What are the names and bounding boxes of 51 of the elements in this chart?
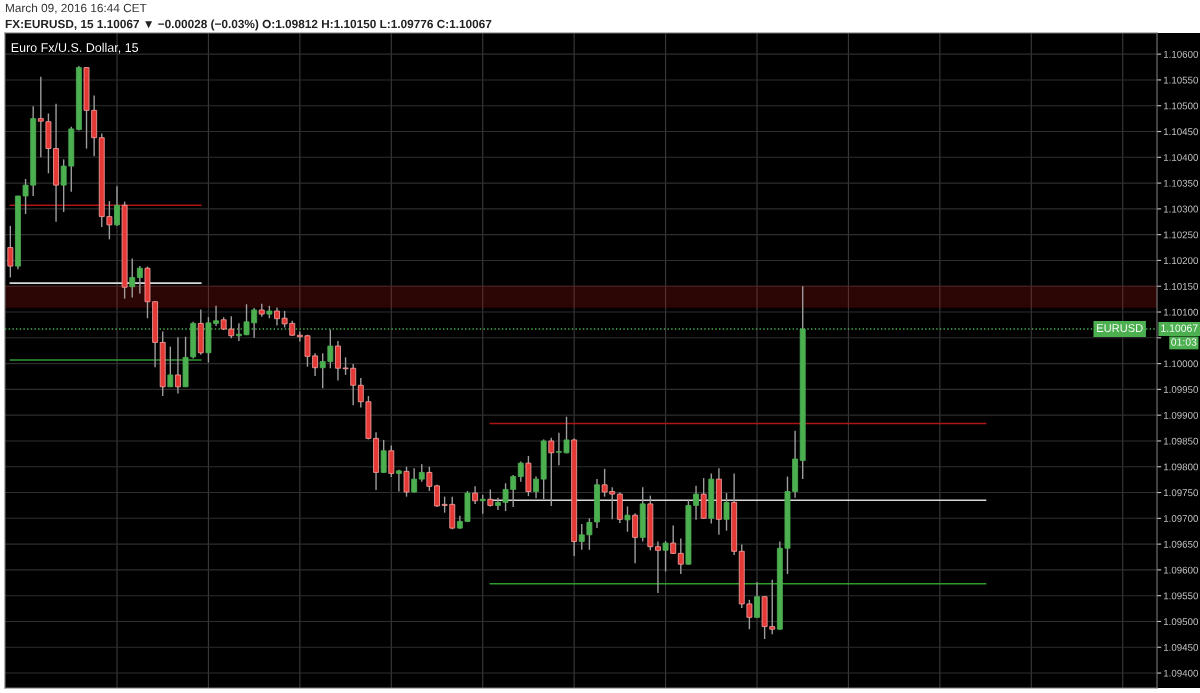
y-tick-label: 1.09450 bbox=[1163, 643, 1199, 651]
y-tick-label: 1.10200 bbox=[1163, 257, 1199, 265]
candlestick bbox=[411, 467, 418, 494]
candlestick bbox=[624, 505, 631, 533]
candlestick bbox=[175, 336, 181, 395]
text: Euro Fx/U.S. Dollar, 15 bbox=[11, 42, 139, 54]
y-tick-label: 1.10350 bbox=[1163, 179, 1199, 187]
candlestick bbox=[114, 185, 120, 227]
y-tick-label: 1.09850 bbox=[1163, 437, 1199, 445]
y-tick-label: 1.09900 bbox=[1163, 411, 1199, 419]
candlestick bbox=[129, 257, 136, 299]
candlestick bbox=[548, 437, 555, 507]
annotation: 1.10067 bbox=[1161, 324, 1198, 332]
y-tick-label: 1.09800 bbox=[1163, 463, 1199, 471]
candlestick bbox=[388, 444, 395, 478]
text: 01:03 bbox=[1171, 338, 1197, 346]
ref-line-label: EURUSD bbox=[1097, 324, 1143, 333]
y-tick-label: 1.09950 bbox=[1163, 386, 1199, 393]
y-tick-label: 1.09700 bbox=[1163, 515, 1199, 522]
y-tick-label: 1.10600 bbox=[1163, 50, 1199, 58]
candlestick bbox=[723, 492, 730, 532]
y-tick-label: 1.10450 bbox=[1163, 128, 1199, 136]
y-tick-label: 1.09600 bbox=[1163, 566, 1199, 574]
y-tick-label: 1.09550 bbox=[1163, 592, 1199, 600]
candlestick bbox=[380, 439, 387, 474]
candlestick bbox=[754, 581, 760, 619]
candlestick bbox=[632, 512, 639, 564]
candlestick bbox=[662, 540, 669, 573]
candlestick bbox=[670, 524, 677, 555]
y-tick-label: 1.10400 bbox=[1163, 154, 1199, 161]
y-tick-label: 1.09500 bbox=[1163, 618, 1199, 626]
candlestick bbox=[7, 225, 14, 279]
text: March 09, 2016 16:44 CET bbox=[5, 3, 147, 14]
y-tick-label: 1.10000 bbox=[1163, 360, 1199, 368]
y-tick-label: 1.10150 bbox=[1163, 282, 1199, 290]
y-tick-label: 1.10250 bbox=[1163, 231, 1199, 239]
candlestick bbox=[136, 265, 143, 295]
y-tick-label: 1.09750 bbox=[1163, 489, 1199, 497]
candlestick bbox=[533, 475, 539, 499]
candlestick bbox=[403, 466, 410, 498]
candlestick bbox=[655, 540, 661, 594]
y-tick-label: 1.10100 bbox=[1163, 308, 1199, 316]
candlestick bbox=[479, 494, 486, 515]
y-tick-label: 1.09400 bbox=[1163, 669, 1199, 677]
y-tick-label: 1.10500 bbox=[1163, 102, 1199, 110]
candlestick bbox=[167, 345, 174, 388]
y-tick-label: 1.10300 bbox=[1163, 205, 1199, 213]
y-tick-label: 1.09650 bbox=[1163, 540, 1199, 548]
chart-title: FX:EURUSD, 15 1.10067 ▼ −0.00028 (−0.03%) O:1.09812 H:1.10150 L:1.09776 C:1.10067 bbox=[5, 19, 492, 31]
y-tick-label: 1.10550 bbox=[1163, 76, 1199, 84]
candlestick bbox=[677, 537, 684, 575]
